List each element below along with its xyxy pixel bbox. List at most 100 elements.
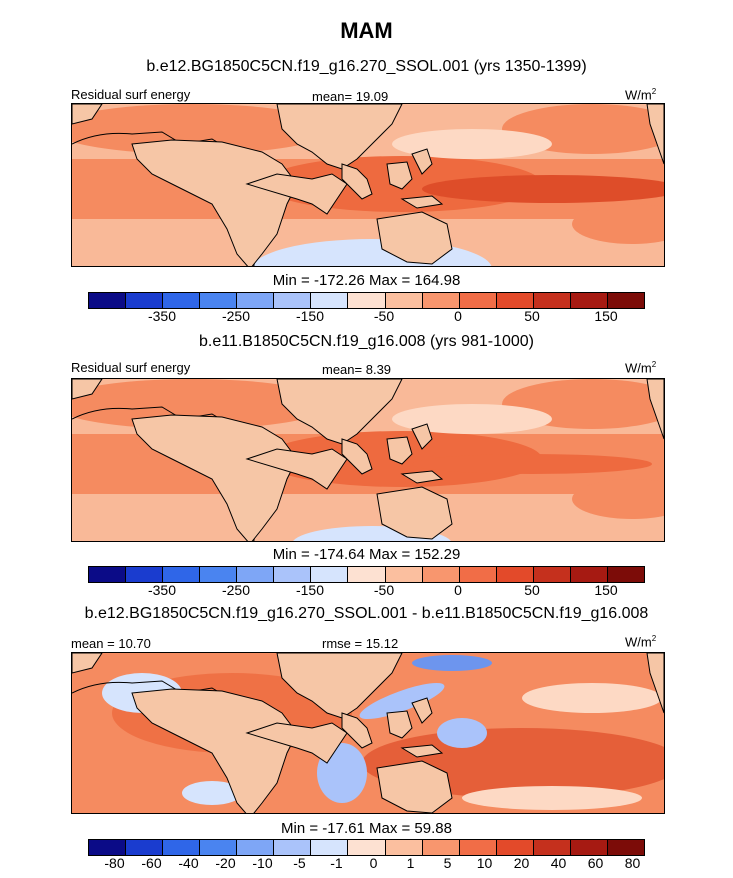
colorbar-tick-label: 50 — [524, 308, 540, 324]
colorbar-tick-label: -20 — [215, 855, 236, 871]
panel-2-field-label: Residual surf energy — [71, 360, 191, 375]
colorbar-swatch — [163, 293, 201, 308]
map-field-plot — [72, 104, 664, 266]
colorbar-tick-label: 0 — [454, 582, 462, 598]
colorbar-swatch — [89, 293, 127, 308]
colorbar-swatch — [200, 293, 238, 308]
colorbar-tick-label: -350 — [147, 582, 177, 598]
colorbar-swatch — [496, 293, 534, 308]
colorbar-tick-label: -1 — [330, 855, 343, 871]
colorbar-swatch — [459, 840, 497, 855]
panel-3-units: W/m2 — [625, 634, 657, 650]
colorbar-swatch — [385, 567, 423, 582]
panel-3-min-max: Min = -17.61 Max = 59.88 — [281, 820, 452, 837]
colorbar-swatch — [422, 293, 460, 308]
colorbar-swatch — [385, 293, 423, 308]
colorbar-swatch — [274, 567, 312, 582]
colorbar-tick-label: 1 — [406, 855, 415, 871]
colorbar-tick-label: 0 — [454, 308, 462, 324]
colorbar-swatch — [311, 567, 349, 582]
colorbar-swatch — [422, 840, 460, 855]
colorbar-swatch — [533, 840, 571, 855]
map-field-plot — [72, 379, 664, 541]
map-field-plot — [72, 653, 664, 813]
panel-3-subtitle: b.e12.BG1850C5CN.f19_g16.270_SSOL.001 - … — [84, 605, 649, 622]
colorbar-tick-label: -50 — [373, 582, 395, 598]
panel-2-colorbar — [88, 566, 645, 583]
panel-1-min-max: Min = -172.26 Max = 164.98 — [272, 272, 461, 289]
panel-1-colorbar — [88, 292, 645, 309]
panel-1-subtitle: b.e12.BG1850C5CN.f19_g16.270_SSOL.001 (y… — [146, 58, 587, 75]
colorbar-tick-label: 50 — [524, 582, 540, 598]
panel-1-map — [71, 103, 665, 267]
colorbar-swatch — [311, 840, 349, 855]
colorbar-swatch — [348, 567, 386, 582]
colorbar-swatch — [607, 293, 644, 308]
colorbar-swatch — [496, 840, 534, 855]
colorbar-swatch — [126, 840, 164, 855]
colorbar-tick-label: 0 — [369, 855, 378, 871]
colorbar-tick-label: 20 — [513, 855, 530, 871]
colorbar-swatch — [237, 840, 275, 855]
colorbar-swatch — [89, 567, 127, 582]
panel-1-units: W/m2 — [625, 87, 657, 103]
colorbar-tick-label: -350 — [147, 308, 177, 324]
panel-2-units: W/m2 — [625, 360, 657, 376]
colorbar-swatch — [274, 840, 312, 855]
panel-2-min-max: Min = -174.64 Max = 152.29 — [272, 546, 461, 563]
panel-3-map — [71, 652, 665, 814]
panel-3-colorbar — [88, 839, 645, 856]
colorbar-swatch — [163, 567, 201, 582]
colorbar-swatch — [237, 567, 275, 582]
colorbar-swatch — [570, 293, 608, 308]
colorbar-swatch — [607, 567, 644, 582]
colorbar-swatch — [126, 293, 164, 308]
colorbar-swatch — [385, 840, 423, 855]
colorbar-tick-label: -5 — [293, 855, 306, 871]
colorbar-swatch — [163, 840, 201, 855]
panel-1-colorbar-ticks: -350 -250 -150 -50 0 50 150 — [0, 308, 733, 326]
colorbar-tick-label: -40 — [178, 855, 199, 871]
colorbar-tick-label: -80 — [104, 855, 125, 871]
colorbar-tick-label: 80 — [624, 855, 641, 871]
colorbar-swatch — [200, 567, 238, 582]
colorbar-tick-label: 150 — [594, 308, 618, 324]
colorbar-tick-label: 40 — [550, 855, 567, 871]
panel-3-colorbar-ticks: -80 -60 -40 -20 -10 -5 -1 0 1 5 10 20 40 60 80 — [0, 855, 733, 873]
plot-title: MAM — [340, 18, 393, 43]
colorbar-tick-label: -150 — [295, 308, 325, 324]
colorbar-swatch — [311, 293, 349, 308]
colorbar-swatch — [348, 293, 386, 308]
colorbar-swatch — [200, 840, 238, 855]
colorbar-swatch — [459, 567, 497, 582]
colorbar-swatch — [126, 567, 164, 582]
panel-2-map — [71, 378, 665, 542]
colorbar-swatch — [422, 567, 460, 582]
colorbar-swatch — [89, 840, 127, 855]
panel-2-mean-label: mean= 8.39 — [322, 362, 392, 377]
colorbar-tick-label: -50 — [373, 308, 395, 324]
colorbar-tick-label: -10 — [252, 855, 273, 871]
colorbar-swatch — [237, 293, 275, 308]
colorbar-swatch — [496, 567, 534, 582]
colorbar-swatch — [274, 293, 312, 308]
panel-1-mean-label: mean= 19.09 — [312, 89, 389, 104]
colorbar-tick-label: 60 — [587, 855, 604, 871]
colorbar-tick-label: -250 — [221, 308, 251, 324]
panel-2-subtitle: b.e11.B1850C5CN.f19_g16.008 (yrs 981-100… — [198, 333, 535, 350]
colorbar-tick-label: -60 — [141, 855, 162, 871]
colorbar-swatch — [570, 840, 608, 855]
colorbar-tick-label: -250 — [221, 582, 251, 598]
colorbar-tick-label: 5 — [443, 855, 452, 871]
colorbar-swatch — [459, 293, 497, 308]
colorbar-swatch — [607, 840, 644, 855]
colorbar-swatch — [348, 840, 386, 855]
colorbar-tick-label: 10 — [476, 855, 493, 871]
colorbar-swatch — [570, 567, 608, 582]
panel-3-rmse-label: rmse = 15.12 — [322, 636, 399, 651]
colorbar-tick-label: 150 — [594, 582, 618, 598]
colorbar-swatch — [533, 567, 571, 582]
panel-2-colorbar-ticks: -350 -250 -150 -50 0 50 150 — [0, 582, 733, 600]
colorbar-swatch — [533, 293, 571, 308]
panel-3-mean-label: mean = 10.70 — [71, 636, 151, 651]
